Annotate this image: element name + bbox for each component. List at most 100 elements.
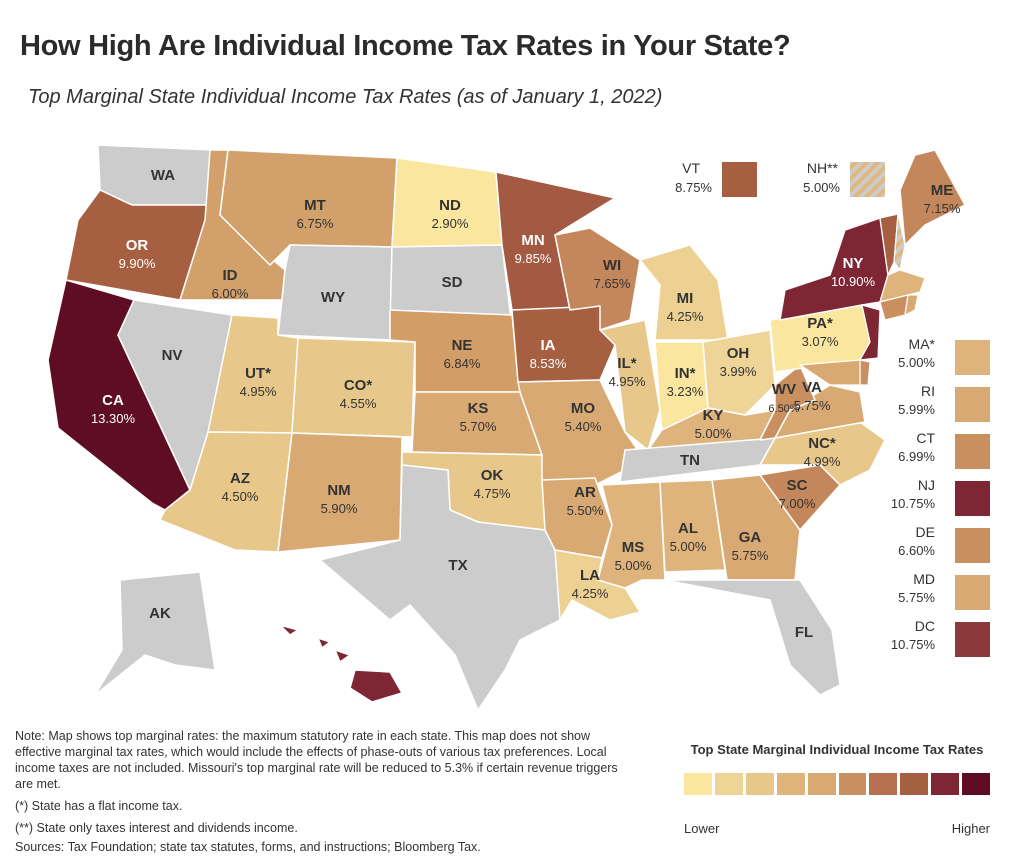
small-state-legend: MA* 5.00% RI 5.99% CT 6.99% NJ 10.75% DE 6.60% MD 5… — [891, 336, 990, 657]
small-state-abbr-ct: CT — [916, 430, 935, 446]
state-rate-ar: 5.50% — [567, 503, 604, 518]
state-label-nd: ND — [439, 197, 461, 214]
small-state-swatch-nj — [955, 481, 990, 516]
state-label-ne: NE — [452, 337, 473, 354]
legend-step-5 — [807, 773, 836, 795]
state-ri[interactable] — [904, 294, 919, 317]
small-state-abbr-ma: MA* — [909, 336, 936, 352]
state-ma[interactable] — [879, 269, 926, 303]
state-label-ms: MS — [622, 539, 645, 556]
state-rate-ks: 5.70% — [460, 419, 497, 434]
small-state-swatch-ct — [955, 434, 990, 469]
state-wi[interactable] — [554, 227, 641, 331]
state-rate-ut: 4.95% — [240, 384, 277, 399]
small-state-swatch-md — [955, 575, 990, 610]
state-label-id: ID — [223, 267, 238, 284]
state-rate-ms: 5.00% — [615, 558, 652, 573]
state-rate-nc: 4.99% — [804, 454, 841, 469]
state-label-mt: MT — [304, 197, 326, 214]
state-wv[interactable] — [759, 364, 816, 441]
note-interest: (**) State only taxes interest and divid… — [15, 821, 298, 835]
state-md[interactable] — [798, 359, 861, 386]
legend-high-label: Higher — [951, 821, 990, 836]
state-label-wv: WV — [772, 381, 796, 398]
legend-low-label: Lower — [684, 821, 720, 836]
state-rate-ky: 5.00% — [695, 426, 732, 441]
state-label-ny: NY — [843, 255, 864, 272]
state-label-ga: GA — [739, 529, 762, 546]
state-oh[interactable] — [702, 329, 776, 416]
state-rate-hi: 11.00% — [308, 674, 352, 689]
state-label-ca: CA — [102, 392, 124, 409]
small-state-swatch-dc — [955, 622, 990, 657]
state-label-sc: SC — [787, 477, 808, 494]
nh-swatch-group: NH** 5.00% — [803, 160, 885, 197]
nh-swatch — [850, 162, 885, 197]
state-rate-mi: 4.25% — [667, 309, 704, 324]
state-rate-mt: 6.75% — [297, 216, 334, 231]
state-label-oh: OH — [727, 345, 750, 362]
state-label-ks: KS — [468, 400, 489, 417]
state-rate-va: 5.75% — [794, 398, 831, 413]
state-label-wa: WA — [151, 167, 175, 184]
state-ny[interactable] — [779, 217, 889, 321]
legend-step-10 — [962, 773, 991, 795]
notes-block: Note: Map shows top marginal rates: the … — [15, 728, 635, 858]
us-state-map: WA OR 9.90% CA 13.30% NV ID 6.00% MT 6.75% WY UT* 4.… — [47, 144, 990, 710]
state-rate-mo: 5.40% — [565, 419, 602, 434]
legend-step-7 — [869, 773, 898, 795]
state-rate-in: 3.23% — [667, 384, 704, 399]
small-state-rate-ri: 5.99% — [898, 402, 935, 417]
small-state-rate-ma: 5.00% — [898, 355, 935, 370]
state-rate-ia: 8.53% — [530, 356, 567, 371]
small-state-rate-dc: 10.75% — [891, 637, 936, 652]
state-label-ok: OK — [481, 467, 504, 484]
state-ga[interactable] — [711, 474, 801, 581]
small-state-rate-ct: 6.99% — [898, 449, 935, 464]
state-rate-co: 4.55% — [340, 396, 377, 411]
state-label-nc: NC* — [808, 435, 836, 452]
small-state-swatch-ma — [955, 340, 990, 375]
legend-step-3 — [745, 773, 774, 795]
small-state-swatch-ri — [955, 387, 990, 422]
state-label-fl: FL — [795, 624, 813, 641]
state-rate-ne: 6.84% — [444, 356, 481, 371]
small-state-abbr-de: DE — [916, 524, 935, 540]
state-label-ar: AR — [574, 484, 596, 501]
state-label-me: ME — [931, 182, 954, 199]
state-rate-ga: 5.75% — [732, 548, 769, 563]
small-state-rate-de: 6.60% — [898, 543, 935, 558]
state-label-il: IL* — [617, 355, 636, 372]
state-la[interactable] — [554, 549, 641, 621]
state-hi[interactable] — [279, 624, 403, 703]
state-rate-az: 4.50% — [222, 489, 259, 504]
state-label-pa: PA* — [807, 315, 833, 332]
vt-swatch-group: VT 8.75% — [675, 160, 757, 197]
vt-swatch-abbr: VT — [682, 160, 700, 176]
state-nj[interactable] — [858, 304, 881, 361]
state-label-sd: SD — [442, 274, 463, 291]
state-label-mn: MN — [521, 232, 544, 249]
state-label-va: VA — [802, 379, 822, 396]
state-rate-ny: 10.90% — [831, 274, 876, 289]
state-label-ak: AK — [149, 605, 171, 622]
note-main: Note: Map shows top marginal rates: the … — [15, 729, 618, 791]
page-subtitle: Top Marginal State Individual Income Tax… — [28, 86, 663, 108]
state-rate-or: 9.90% — [119, 256, 156, 271]
state-rate-al: 5.00% — [670, 539, 707, 554]
state-fl[interactable] — [664, 579, 841, 696]
state-label-mo: MO — [571, 400, 595, 417]
small-state-abbr-ri: RI — [921, 383, 935, 399]
small-state-abbr-dc: DC — [915, 618, 935, 634]
state-rate-wv: 6.50% — [768, 403, 799, 415]
small-state-rate-nj: 10.75% — [891, 496, 936, 511]
state-label-tn: TN — [680, 452, 700, 469]
state-rate-id: 6.00% — [212, 286, 249, 301]
state-tx[interactable] — [319, 464, 573, 710]
state-ak[interactable] — [94, 571, 216, 696]
state-label-hi: HI — [323, 655, 338, 672]
state-rate-il: 4.95% — [609, 374, 646, 389]
state-de[interactable] — [859, 359, 871, 386]
legend-step-1 — [684, 773, 712, 795]
vt-swatch-rate: 8.75% — [675, 180, 712, 195]
